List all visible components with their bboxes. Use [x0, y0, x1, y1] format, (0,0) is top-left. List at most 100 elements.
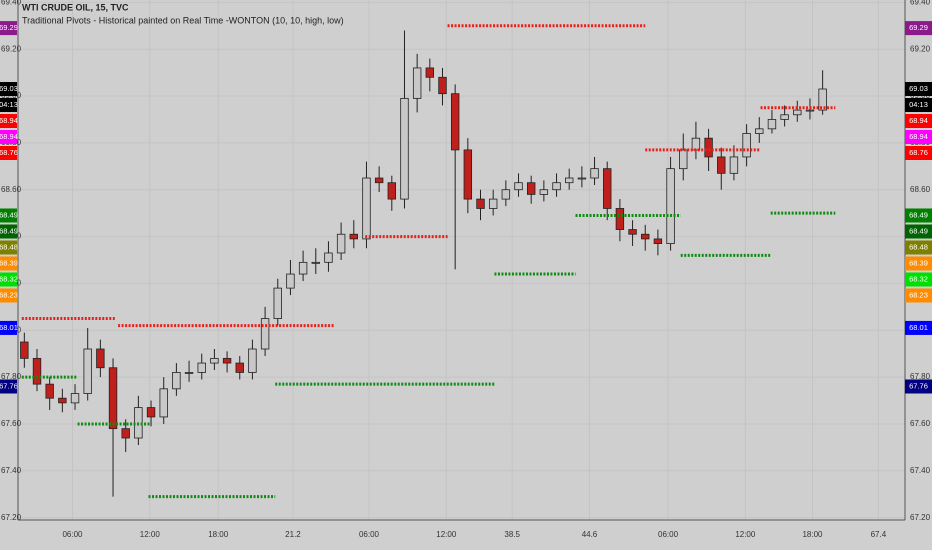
- candle-body: [615, 208, 625, 230]
- price-badge-label: 68.76: [909, 148, 928, 157]
- chart-title: WTI CRUDE OIL, 15, TVC: [22, 2, 129, 12]
- price-badge: [0, 82, 17, 97]
- candle-body: [805, 109, 815, 112]
- grid: [18, 0, 905, 520]
- candle-body: [539, 189, 549, 195]
- candle-body: [729, 156, 739, 174]
- candle-body: [679, 149, 688, 170]
- plot: [20, 24, 836, 499]
- price-badge-label: 68.01: [909, 323, 928, 332]
- candle-body: [248, 348, 257, 373]
- y-tick-label: 68.60: [910, 185, 931, 194]
- price-badge: [0, 130, 17, 145]
- candle-body: [260, 318, 270, 350]
- price-badge-label: 68.94: [0, 116, 18, 125]
- price-badge: [905, 146, 932, 161]
- candle-body: [159, 388, 168, 418]
- candle-body: [387, 182, 397, 200]
- price-badge-label: 69.03: [0, 84, 18, 93]
- price-badge: [905, 288, 932, 303]
- candle-body: [526, 182, 536, 195]
- y-tick-label: 68.60: [1, 185, 22, 194]
- price-badge-label: 68.23: [0, 290, 18, 299]
- candle-body: [425, 67, 435, 78]
- candle-body: [590, 168, 599, 179]
- y-tick-label: 69.40: [910, 0, 931, 6]
- candle-body: [324, 252, 333, 263]
- candle-body: [488, 198, 498, 209]
- price-badge-label: 68.48: [0, 242, 18, 251]
- candle-body: [653, 238, 663, 245]
- candle-body: [755, 128, 764, 134]
- x-tick-label: 38.5: [504, 530, 520, 539]
- price-badge: [0, 256, 17, 271]
- price-badge: [905, 208, 932, 223]
- candle-body: [577, 177, 587, 180]
- candle-body: [767, 119, 777, 130]
- candle-body: [666, 168, 675, 245]
- candle-body: [603, 168, 612, 209]
- price-badge-label: 68.94: [909, 116, 928, 125]
- price-badge-label: 68.32: [0, 274, 18, 283]
- x-tick-label: 12:00: [735, 530, 756, 539]
- price-badge: [0, 208, 17, 223]
- candle-body: [70, 393, 80, 404]
- candle-body: [45, 383, 54, 399]
- y-tick-label: 67.80: [1, 372, 22, 381]
- candle-body: [565, 177, 574, 184]
- candle-body: [552, 182, 561, 191]
- candle-body: [286, 273, 295, 289]
- price-badge: [905, 272, 932, 287]
- candle-body: [704, 137, 713, 158]
- candle-body: [476, 198, 485, 209]
- candle-body: [780, 114, 789, 120]
- price-badge: [905, 224, 932, 239]
- y-tick-label: 67.40: [1, 466, 22, 475]
- price-badge-label: 69.29: [0, 23, 18, 32]
- candle-body: [450, 93, 460, 151]
- candle-body: [514, 182, 523, 191]
- candle-body: [298, 261, 308, 275]
- candle-body: [362, 177, 371, 240]
- candle-body: [146, 407, 156, 418]
- price-badge-label: 04:13: [909, 100, 928, 109]
- candle-body: [32, 357, 42, 385]
- y-tick-label: 67.40: [910, 466, 931, 475]
- candle-body: [501, 189, 511, 200]
- price-badge: [905, 320, 932, 335]
- x-tick-label: 18:00: [208, 530, 229, 539]
- candle-body: [349, 233, 358, 240]
- candle-body: [121, 428, 130, 439]
- candle-body: [20, 341, 29, 359]
- price-badge-label: 68.49: [0, 210, 18, 219]
- x-tick-label: 06:00: [359, 530, 380, 539]
- y-tick-label: 67.60: [1, 419, 22, 428]
- price-badge-label: 68.49: [909, 210, 928, 219]
- candle-body: [58, 397, 67, 404]
- candle-body: [691, 137, 701, 151]
- indicator-title: Traditional Pivots - Historical painted …: [22, 15, 344, 25]
- candle-body: [438, 76, 447, 95]
- price-badge: [0, 240, 17, 255]
- price-badge-label: 69.03: [909, 84, 928, 93]
- y-tick-label: 69.20: [1, 44, 22, 53]
- candle-body: [197, 362, 206, 373]
- x-tick-label: 44.6: [582, 530, 598, 539]
- candle-body: [742, 133, 751, 158]
- price-badge-label: 68.94: [0, 132, 18, 141]
- candle-body: [83, 348, 92, 394]
- price-badge-label: 69.29: [909, 23, 928, 32]
- candle-body: [374, 177, 384, 184]
- candle-body: [311, 261, 320, 264]
- price-badge-label: 67.76: [909, 381, 928, 390]
- x-tick-label: 12:00: [436, 530, 457, 539]
- price-badge: [905, 98, 932, 113]
- price-badge: [0, 114, 17, 129]
- y-tick-label: 69.20: [910, 44, 931, 53]
- x-tick-label: 06:00: [62, 530, 83, 539]
- candle-body: [793, 109, 802, 116]
- candle-body: [96, 348, 105, 369]
